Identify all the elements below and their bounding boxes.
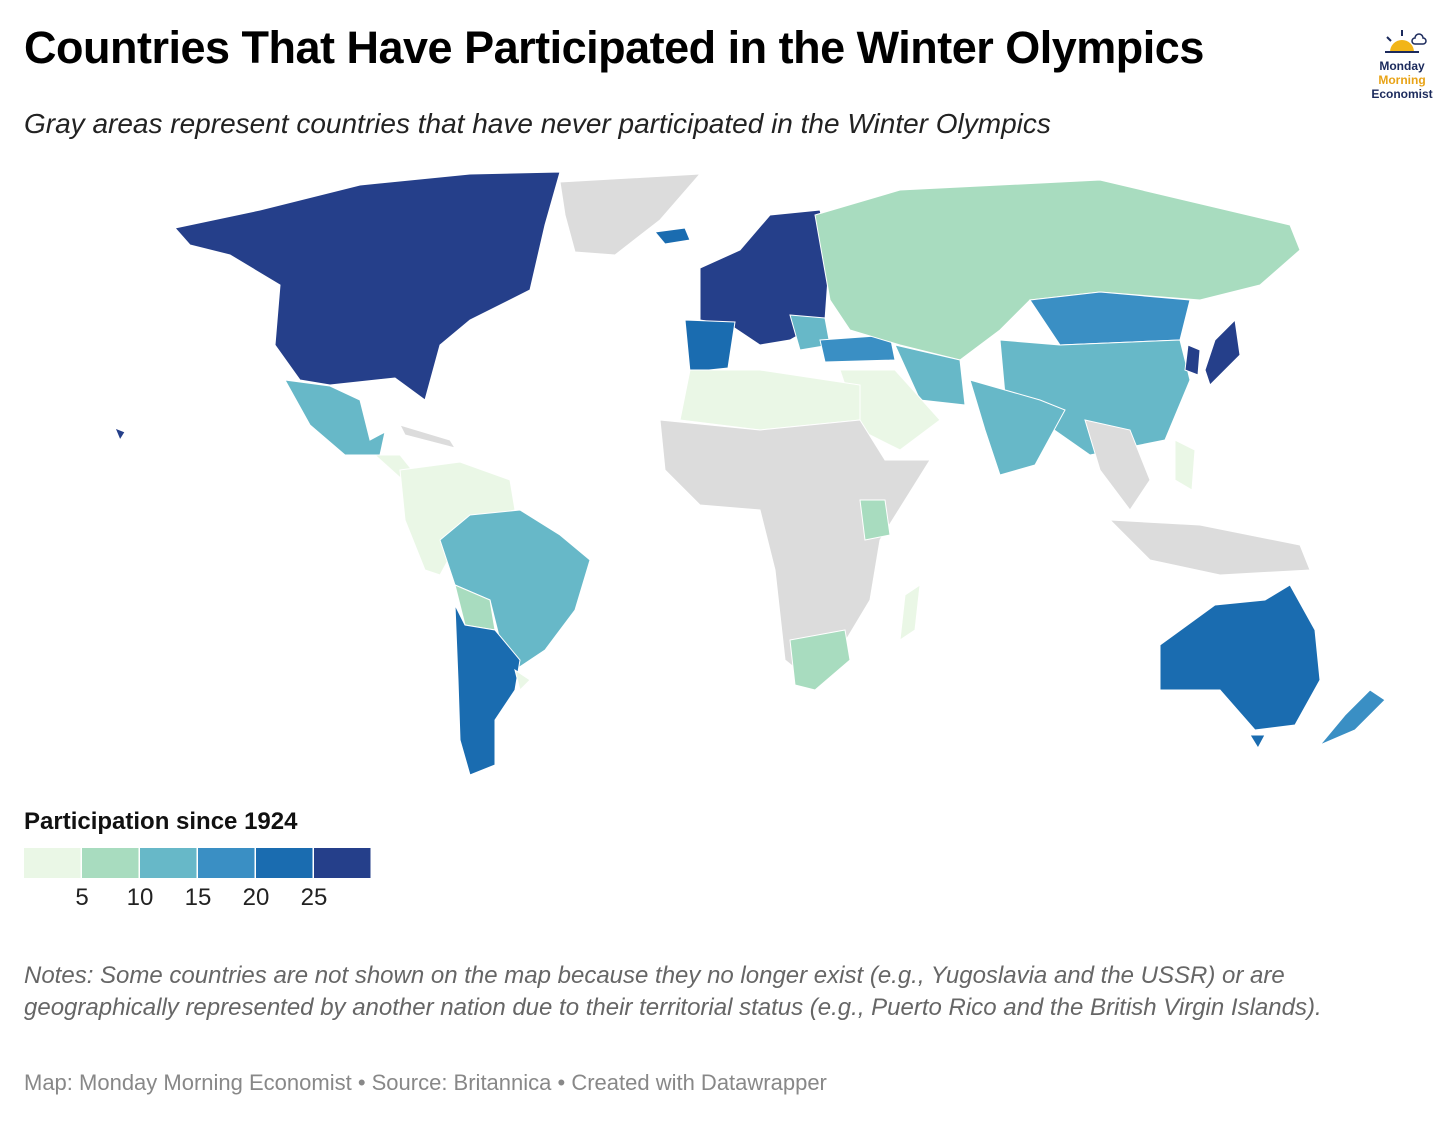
iberia (684, 319, 736, 373)
logo-text: Morning (1378, 73, 1426, 87)
madagascar (899, 583, 921, 642)
india (969, 379, 1066, 476)
notes: Notes: Some countries are not shown on t… (24, 962, 1322, 1021)
argentina-chile (454, 604, 521, 776)
legend-swatch (82, 848, 139, 878)
legend-swatch (24, 848, 81, 878)
legend-swatch (140, 848, 197, 878)
tasmania (1249, 734, 1266, 750)
mexico (284, 379, 386, 456)
japan (1204, 318, 1241, 386)
legend-swatch (314, 848, 371, 878)
north-africa (679, 369, 861, 431)
uruguay (514, 668, 531, 691)
legend-swatch (198, 848, 255, 878)
logo-text: Economist (1371, 87, 1433, 101)
logo-sun (1385, 30, 1427, 53)
logo-text: Monday (1379, 59, 1425, 73)
turkey (819, 334, 896, 363)
kenya (859, 499, 891, 541)
hawaii (114, 427, 126, 442)
new-zealand (1319, 689, 1386, 746)
logo: Monday Morning Economist (1362, 28, 1442, 101)
south-africa (789, 629, 851, 691)
indonesia (1108, 519, 1311, 576)
philippines (1174, 439, 1196, 491)
legend-tick-label: 25 (301, 884, 328, 911)
legend-title: Participation since 1924 (24, 808, 298, 835)
iceland (654, 227, 691, 245)
iran (894, 344, 966, 406)
legend-tick-label: 20 (243, 884, 270, 911)
legend-swatch (256, 848, 313, 878)
australia (1159, 584, 1321, 731)
korea (1184, 344, 1201, 376)
legend-tick-label: 10 (127, 884, 154, 911)
southeast-asia (1084, 419, 1151, 511)
caribbean (399, 424, 457, 449)
greenland (559, 173, 702, 256)
subtitle: Gray areas represent countries that have… (24, 108, 1051, 139)
world-map (114, 171, 1386, 776)
credit: Map: Monday Morning Economist • Source: … (24, 1070, 827, 1095)
title: Countries That Have Participated in the … (24, 22, 1204, 73)
legend-tick-label: 5 (75, 884, 88, 911)
mongolia (1029, 291, 1191, 346)
canada-usa (174, 171, 561, 401)
legend-tick-label: 15 (185, 884, 212, 911)
legend: 5 10 15 20 25 (24, 848, 371, 911)
